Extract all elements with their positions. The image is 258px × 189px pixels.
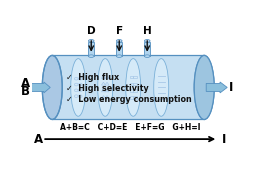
Text: F: F bbox=[116, 26, 123, 36]
Text: D: D bbox=[87, 26, 95, 36]
Ellipse shape bbox=[116, 55, 122, 57]
Ellipse shape bbox=[144, 40, 150, 42]
Text: A: A bbox=[34, 133, 43, 146]
Bar bbox=[130, 96, 133, 98]
Ellipse shape bbox=[116, 40, 122, 42]
Bar bbox=[130, 76, 133, 78]
Ellipse shape bbox=[71, 59, 86, 116]
Ellipse shape bbox=[144, 55, 150, 57]
Text: A+B=C   C+D=E   E+F=G   G+H=I: A+B=C C+D=E E+F=G G+H=I bbox=[60, 123, 200, 132]
Text: ✓  Low energy consumption: ✓ Low energy consumption bbox=[66, 95, 192, 104]
Bar bbox=[130, 89, 133, 92]
Text: I: I bbox=[222, 133, 226, 146]
Bar bbox=[116, 42, 122, 56]
Ellipse shape bbox=[42, 55, 62, 119]
Ellipse shape bbox=[126, 59, 141, 116]
Ellipse shape bbox=[88, 55, 94, 57]
Ellipse shape bbox=[194, 55, 214, 119]
Text: ✓  High selectivity: ✓ High selectivity bbox=[66, 84, 149, 93]
FancyArrow shape bbox=[206, 82, 227, 93]
FancyArrow shape bbox=[29, 82, 50, 93]
Text: ✓  High flux: ✓ High flux bbox=[66, 73, 119, 82]
Ellipse shape bbox=[98, 59, 113, 116]
Bar bbox=[52, 55, 204, 119]
Bar bbox=[133, 89, 137, 92]
Text: A: A bbox=[21, 77, 30, 90]
Bar bbox=[130, 83, 133, 85]
Ellipse shape bbox=[194, 55, 214, 119]
Ellipse shape bbox=[88, 40, 94, 42]
Bar bbox=[133, 76, 137, 78]
Bar bbox=[144, 42, 150, 56]
Text: B: B bbox=[21, 85, 30, 98]
Bar bbox=[88, 42, 94, 56]
Ellipse shape bbox=[154, 59, 169, 116]
Bar bbox=[52, 55, 204, 119]
Bar bbox=[133, 83, 137, 85]
Bar bbox=[133, 96, 137, 98]
Text: H: H bbox=[143, 26, 152, 36]
Text: I: I bbox=[229, 81, 233, 94]
